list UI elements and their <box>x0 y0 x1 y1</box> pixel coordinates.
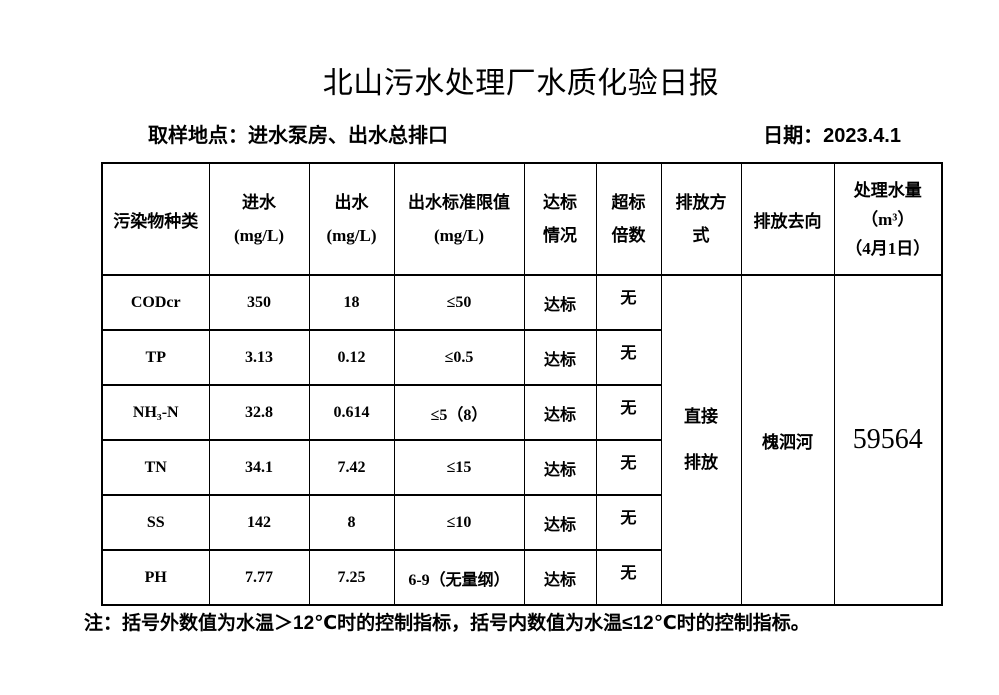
effluent-value: 7.25 <box>308 549 395 606</box>
table-row-ss: SS 142 8 ≤10 达标 无 <box>101 494 942 551</box>
date-label: 日期：2023.4.1 <box>763 125 901 147</box>
info-row: 取样地点：进水泵房、出水总排口 日期：2023.4.1 <box>101 123 941 149</box>
compliance-status: 达标 <box>523 274 597 331</box>
exceed-ratio-value: 无 <box>595 384 662 441</box>
compliance-status: 达标 <box>523 439 597 496</box>
compliance-status: 达标 <box>523 384 597 441</box>
effluent-value: 18 <box>308 274 395 331</box>
influent-value: 34.1 <box>208 439 310 496</box>
exceed-ratio-value: 无 <box>595 439 662 496</box>
col-header-exceed-ratio: 超标 倍数 <box>595 162 662 276</box>
influent-value: 32.8 <box>208 384 310 441</box>
exceed-ratio-value: 无 <box>595 549 662 606</box>
col-header-treated-volume: 处理水量 （m³） （4月1日） <box>833 162 943 276</box>
limit-value: ≤15 <box>393 439 525 496</box>
limit-value: 6-9（无量纲） <box>393 549 525 606</box>
table-row-tn: TN 34.1 7.42 ≤15 达标 无 <box>101 439 942 496</box>
treated-volume-cell: 59564 <box>833 274 943 606</box>
exceed-ratio-value: 无 <box>595 274 662 331</box>
table-row-ph: PH 7.77 7.25 6-9（无量纲） 达标 无 <box>101 549 942 606</box>
table-row-nh3n: NH₃-N 32.8 0.614 ≤5（8） 达标 无 <box>101 384 942 441</box>
effluent-value: 7.42 <box>308 439 395 496</box>
effluent-value: 8 <box>308 494 395 551</box>
pollutant-name: NH₃-N <box>101 384 210 441</box>
limit-value: ≤5（8） <box>393 384 525 441</box>
page-title: 北山污水处理厂水质化验日报 <box>322 67 720 101</box>
table-row-codcr: CODcr 350 18 ≤50 达标 无 直接 排放 槐泗河 59564 <box>101 274 943 606</box>
exceed-ratio-value: 无 <box>595 329 662 386</box>
influent-value: 350 <box>208 274 310 331</box>
col-header-effluent-limit: 出水标准限值 (mg/L) <box>393 162 525 276</box>
pollutant-name: PH <box>101 549 210 606</box>
col-header-discharge-mode: 排放方 式 <box>660 162 742 276</box>
discharge-mode-cell: 直接 排放 <box>660 274 742 606</box>
col-header-compliance: 达标 情况 <box>523 162 597 276</box>
col-header-effluent: 出水 (mg/L) <box>308 162 395 276</box>
col-header-pollutant-type: 污染物种类 <box>101 162 210 276</box>
limit-value: ≤10 <box>393 494 525 551</box>
compliance-status: 达标 <box>523 549 597 606</box>
discharge-destination-cell: 槐泗河 <box>740 274 835 606</box>
pollutant-name: TN <box>101 439 210 496</box>
pollutant-name: SS <box>101 494 210 551</box>
limit-value: ≤50 <box>393 274 525 331</box>
pollutant-name: TP <box>101 329 210 386</box>
col-header-influent: 进水 (mg/L) <box>208 162 310 276</box>
influent-value: 3.13 <box>208 329 310 386</box>
effluent-value: 0.12 <box>308 329 395 386</box>
sampling-point-label: 取样地点：进水泵房、出水总排口 <box>148 125 448 147</box>
exceed-ratio-value: 无 <box>595 494 662 551</box>
header-row: 污染物种类 进水 (mg/L) 出水 (mg/L) 出水标准限值 (mg/L) <box>101 162 943 276</box>
footnote: 注：括号外数值为水温＞12℃时的控制指标，括号内数值为水温≤12℃时的控制指标。 <box>84 613 810 634</box>
pollutant-name: CODcr <box>101 274 210 331</box>
effluent-value: 0.614 <box>308 384 395 441</box>
influent-value: 142 <box>208 494 310 551</box>
limit-value: ≤0.5 <box>393 329 525 386</box>
water-quality-table: 污染物种类 进水 (mg/L) 出水 (mg/L) 出水标准限值 (mg/L) <box>101 162 943 606</box>
col-header-discharge-destination: 排放去向 <box>740 162 835 276</box>
influent-value: 7.77 <box>208 549 310 606</box>
compliance-status: 达标 <box>523 494 597 551</box>
table-row-tp: TP 3.13 0.12 ≤0.5 达标 无 <box>101 329 942 386</box>
compliance-status: 达标 <box>523 329 597 386</box>
